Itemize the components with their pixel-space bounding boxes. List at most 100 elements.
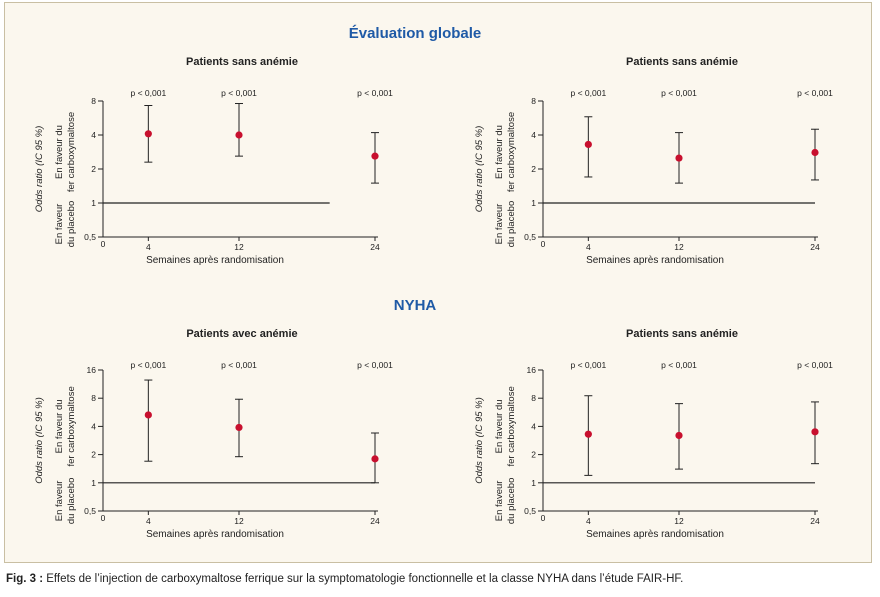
y-tick-label: 1 bbox=[531, 198, 536, 208]
caption-text: Effets de l’injection de carboxymaltose … bbox=[46, 573, 684, 585]
x-tick-label: 12 bbox=[234, 242, 244, 252]
chart-title: Patients sans anémie bbox=[626, 328, 738, 340]
p-value-label: p < 0,001 bbox=[357, 88, 393, 98]
favor-label-bottom-line-2: du placebo bbox=[66, 201, 77, 247]
favor-label-top-line-2: fer carboxymaltose bbox=[506, 386, 517, 466]
favor-label-bottom-line-2: du placebo bbox=[506, 201, 517, 247]
data-point bbox=[675, 431, 683, 440]
y-tick-label: 16 bbox=[527, 365, 537, 375]
x-tick-label: 24 bbox=[810, 242, 820, 252]
chart-svg-bottom-right: Patients sans anémie p < 0,001 p < 0,001 p … bbox=[474, 328, 833, 540]
p-value-label: p < 0,001 bbox=[221, 360, 257, 370]
y-tick-label: 1 bbox=[91, 198, 96, 208]
y-tick-label: 2 bbox=[531, 450, 536, 460]
favor-label-top-line-1: En faveur du bbox=[54, 399, 65, 453]
y-tick-label: 1 bbox=[91, 478, 96, 488]
data-point bbox=[235, 423, 243, 432]
y-axis-label: Odds ratio (IC 95 %) bbox=[34, 397, 45, 484]
y-tick-label: 2 bbox=[91, 164, 96, 174]
y-axis-label: Odds ratio (IC 95 %) bbox=[34, 126, 45, 213]
figure-caption: Fig. 3 : Effets de l’injection de carbox… bbox=[6, 573, 683, 585]
p-value-label: p < 0,001 bbox=[130, 88, 166, 98]
p-value-label: p < 0,001 bbox=[661, 88, 697, 98]
data-point bbox=[584, 430, 592, 438]
y-tick-label: 4 bbox=[91, 421, 96, 431]
y-axis-label: Odds ratio (IC 95 %) bbox=[474, 397, 485, 484]
favor-label-bottom-line-2: du placebo bbox=[66, 478, 77, 524]
x-axis-label: Semaines après randomisation bbox=[146, 529, 284, 540]
x-tick-label: 12 bbox=[234, 516, 244, 526]
x-axis-label: Semaines après randomisation bbox=[146, 255, 284, 266]
x-axis-label: Semaines après randomisation bbox=[586, 529, 724, 540]
favor-label-top-line-2: fer carboxymaltose bbox=[506, 112, 517, 192]
p-value-label: p < 0,001 bbox=[570, 360, 606, 370]
x-tick-label: 4 bbox=[586, 242, 591, 252]
favor-label-top-line-2: fer carboxymaltose bbox=[66, 112, 77, 192]
y-tick-label: 16 bbox=[87, 365, 97, 375]
chart-panel-top-left: Patients sans anémie p < 0,001 p < 0,001 p … bbox=[25, 51, 445, 266]
p-value-label: p < 0,001 bbox=[221, 88, 257, 98]
chart-panel-bottom-right: Patients sans anémie p < 0,001 p < 0,001 p … bbox=[465, 323, 880, 540]
x-tick-label: 4 bbox=[146, 242, 151, 252]
p-value-label: p < 0,001 bbox=[797, 88, 833, 98]
data-point bbox=[144, 130, 152, 138]
favor-label-bottom-line-1: En faveur bbox=[494, 204, 505, 245]
data-point bbox=[371, 455, 379, 463]
x-tick-label: 24 bbox=[370, 242, 380, 252]
p-value-label: p < 0,001 bbox=[797, 360, 833, 370]
favor-label-bottom-line-2: du placebo bbox=[506, 478, 517, 524]
y-tick-label: 0,5 bbox=[84, 506, 96, 516]
y-tick-label: 4 bbox=[91, 130, 96, 140]
data-point bbox=[811, 148, 819, 157]
x-tick-label: 12 bbox=[674, 242, 684, 252]
p-value-label: p < 0,001 bbox=[357, 360, 393, 370]
data-point bbox=[811, 428, 819, 436]
chart-svg-bottom-left: Patients avec anémie p < 0,001 p < 0,001 p … bbox=[34, 328, 393, 540]
x-tick-label: 4 bbox=[146, 516, 151, 526]
y-tick-label: 8 bbox=[91, 96, 96, 106]
y-tick-label: 2 bbox=[91, 450, 96, 460]
chart-panel-bottom-left: Patients avec anémie p < 0,001 p < 0,001 p … bbox=[25, 323, 445, 540]
y-tick-label: 0,5 bbox=[84, 232, 96, 242]
x-origin-label: 0 bbox=[101, 513, 106, 523]
y-tick-label: 8 bbox=[531, 96, 536, 106]
x-tick-label: 4 bbox=[586, 516, 591, 526]
y-tick-label: 4 bbox=[531, 421, 536, 431]
y-axis-label: Odds ratio (IC 95 %) bbox=[474, 126, 485, 213]
x-tick-label: 12 bbox=[674, 516, 684, 526]
data-point bbox=[371, 152, 379, 160]
x-tick-label: 24 bbox=[810, 516, 820, 526]
chart-svg-top-right: Patients sans anémie p < 0,001 p < 0,001 p … bbox=[474, 56, 833, 266]
figure-frame: Évaluation globale NYHA Patients sans an… bbox=[4, 2, 872, 563]
y-tick-label: 2 bbox=[531, 164, 536, 174]
favor-label-top-line-1: En faveur du bbox=[494, 399, 505, 453]
caption-label: Fig. 3 : bbox=[6, 573, 44, 585]
x-origin-label: 0 bbox=[541, 513, 546, 523]
favor-label-top-line-2: fer carboxymaltose bbox=[66, 386, 77, 466]
favor-label-top-line-1: En faveur du bbox=[54, 125, 65, 179]
section-title-nyha: NYHA bbox=[393, 297, 437, 314]
y-tick-label: 8 bbox=[531, 393, 536, 403]
y-tick-label: 0,5 bbox=[524, 506, 536, 516]
chart-svg-top-left: Patients sans anémie p < 0,001 p < 0,001 p … bbox=[34, 56, 393, 266]
data-point bbox=[144, 411, 152, 419]
p-value-label: p < 0,001 bbox=[661, 360, 697, 370]
x-tick-label: 24 bbox=[370, 516, 380, 526]
favor-label-bottom-line-1: En faveur bbox=[494, 481, 505, 522]
y-tick-label: 0,5 bbox=[524, 232, 536, 242]
x-axis-label: Semaines après randomisation bbox=[586, 255, 724, 266]
x-origin-label: 0 bbox=[541, 239, 546, 249]
x-origin-label: 0 bbox=[101, 239, 106, 249]
section-title-evaluation-globale: Évaluation globale bbox=[348, 25, 482, 42]
favor-label-bottom-line-1: En faveur bbox=[54, 204, 65, 245]
chart-title: Patients sans anémie bbox=[186, 56, 298, 68]
p-value-label: p < 0,001 bbox=[130, 360, 166, 370]
y-tick-label: 4 bbox=[531, 130, 536, 140]
data-point bbox=[584, 140, 592, 149]
chart-title: Patients sans anémie bbox=[626, 56, 738, 68]
data-point bbox=[675, 154, 683, 162]
data-point bbox=[235, 131, 243, 139]
y-tick-label: 8 bbox=[91, 393, 96, 403]
chart-panel-top-right: Patients sans anémie p < 0,001 p < 0,001 p … bbox=[465, 51, 880, 266]
favor-label-bottom-line-1: En faveur bbox=[54, 481, 65, 522]
